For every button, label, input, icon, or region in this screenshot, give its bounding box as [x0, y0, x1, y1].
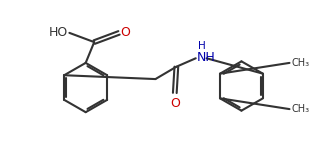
Text: H: H	[198, 41, 206, 51]
Text: CH₃: CH₃	[291, 104, 309, 114]
Text: CH₃: CH₃	[291, 58, 309, 68]
Text: O: O	[121, 26, 130, 39]
Text: HO: HO	[48, 26, 68, 39]
Text: O: O	[170, 97, 180, 110]
Text: NH: NH	[197, 51, 215, 64]
